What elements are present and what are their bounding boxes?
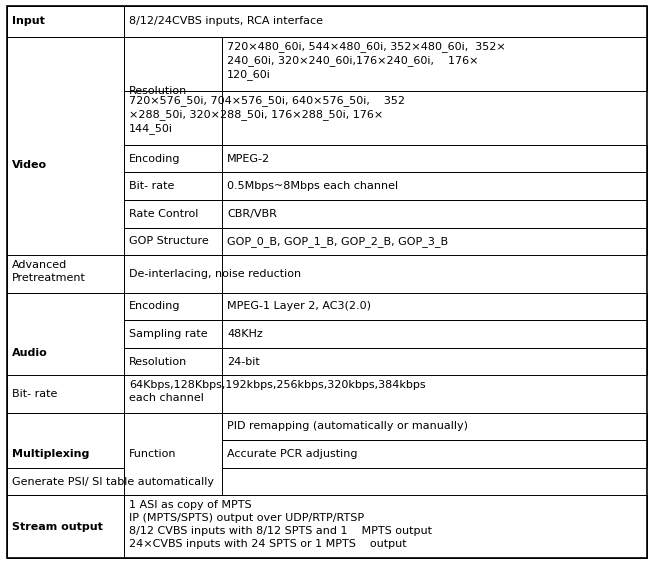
Text: MPEG-1 Layer 2, AC3(2.0): MPEG-1 Layer 2, AC3(2.0) [227, 301, 371, 311]
Bar [222, 440, 647, 468]
Bar [124, 348, 222, 375]
Text: GOP Structure: GOP Structure [129, 236, 209, 246]
Text: Input: Input [12, 16, 44, 27]
Text: MPEG-2: MPEG-2 [227, 153, 270, 164]
Text: 48KHz: 48KHz [227, 329, 263, 339]
Bar [124, 37, 222, 145]
Bar [222, 37, 647, 91]
Bar [222, 320, 647, 348]
Text: 64Kbps,128Kbps,192kbps,256kbps,320kbps,384kbps
each channel: 64Kbps,128Kbps,192kbps,256kbps,320kbps,3… [129, 380, 426, 403]
Bar [124, 173, 222, 200]
Text: Bit- rate: Bit- rate [12, 389, 57, 399]
Bar [222, 348, 647, 375]
Bar [124, 228, 222, 255]
Text: Encoding: Encoding [129, 153, 181, 164]
Bar [124, 91, 222, 145]
Bar [222, 173, 647, 200]
Bar [124, 200, 222, 228]
Text: 1 ASI as copy of MPTS
IP (MPTS/SPTS) output over UDP/RTP/RTSP
8/12 CVBS inputs w: 1 ASI as copy of MPTS IP (MPTS/SPTS) out… [129, 500, 432, 549]
Text: CBR/VBR: CBR/VBR [227, 209, 277, 219]
Bar [124, 375, 222, 412]
Bar [7, 255, 124, 293]
Bar [124, 145, 222, 173]
Text: Advanced
Pretreatment: Advanced Pretreatment [12, 260, 86, 283]
Bar [7, 6, 124, 37]
Text: 8/12/24CVBS inputs, RCA interface: 8/12/24CVBS inputs, RCA interface [129, 16, 323, 27]
Text: Rate Control: Rate Control [129, 209, 198, 219]
Text: Bit- rate: Bit- rate [129, 181, 175, 191]
Bar [7, 495, 124, 558]
Text: Video: Video [12, 160, 47, 170]
Text: Encoding: Encoding [129, 301, 181, 311]
Bar [124, 495, 647, 558]
Text: Sampling rate: Sampling rate [129, 329, 208, 339]
Bar [222, 145, 647, 173]
Bar [222, 228, 647, 255]
Bar [124, 293, 222, 320]
Text: 720×576_50i, 704×576_50i, 640×576_50i,    352
×288_50i, 320×288_50i, 176×288_50i: 720×576_50i, 704×576_50i, 640×576_50i, 3… [129, 95, 405, 134]
Bar [7, 468, 124, 495]
Text: Generate PSI/ SI table automatically: Generate PSI/ SI table automatically [12, 477, 214, 487]
Bar [124, 6, 647, 37]
Text: Resolution: Resolution [129, 86, 187, 96]
Bar [7, 37, 124, 293]
Text: De-interlacing, noise reduction: De-interlacing, noise reduction [129, 269, 301, 279]
Text: Resolution: Resolution [129, 356, 187, 367]
Bar [222, 293, 647, 320]
Text: PID remapping (automatically or manually): PID remapping (automatically or manually… [227, 421, 468, 431]
Bar [124, 320, 222, 348]
Text: 720×480_60i, 544×480_60i, 352×480_60i,  352×
240_60i, 320×240_60i,176×240_60i,  : 720×480_60i, 544×480_60i, 352×480_60i, 3… [227, 41, 506, 81]
Text: Function: Function [129, 449, 177, 459]
Bar [124, 412, 222, 495]
Text: Stream output: Stream output [12, 522, 103, 532]
Bar [222, 200, 647, 228]
Text: 0.5Mbps~8Mbps each channel: 0.5Mbps~8Mbps each channel [227, 181, 398, 191]
Bar [7, 293, 124, 412]
Text: Accurate PCR adjusting: Accurate PCR adjusting [227, 449, 358, 459]
Text: Multiplexing: Multiplexing [12, 449, 89, 459]
Text: Audio: Audio [12, 347, 48, 358]
Text: GOP_0_B, GOP_1_B, GOP_2_B, GOP_3_B: GOP_0_B, GOP_1_B, GOP_2_B, GOP_3_B [227, 236, 448, 247]
Bar [222, 412, 647, 440]
Text: 24-bit: 24-bit [227, 356, 260, 367]
Bar [7, 375, 124, 412]
Bar [7, 412, 124, 495]
Bar [124, 255, 222, 293]
